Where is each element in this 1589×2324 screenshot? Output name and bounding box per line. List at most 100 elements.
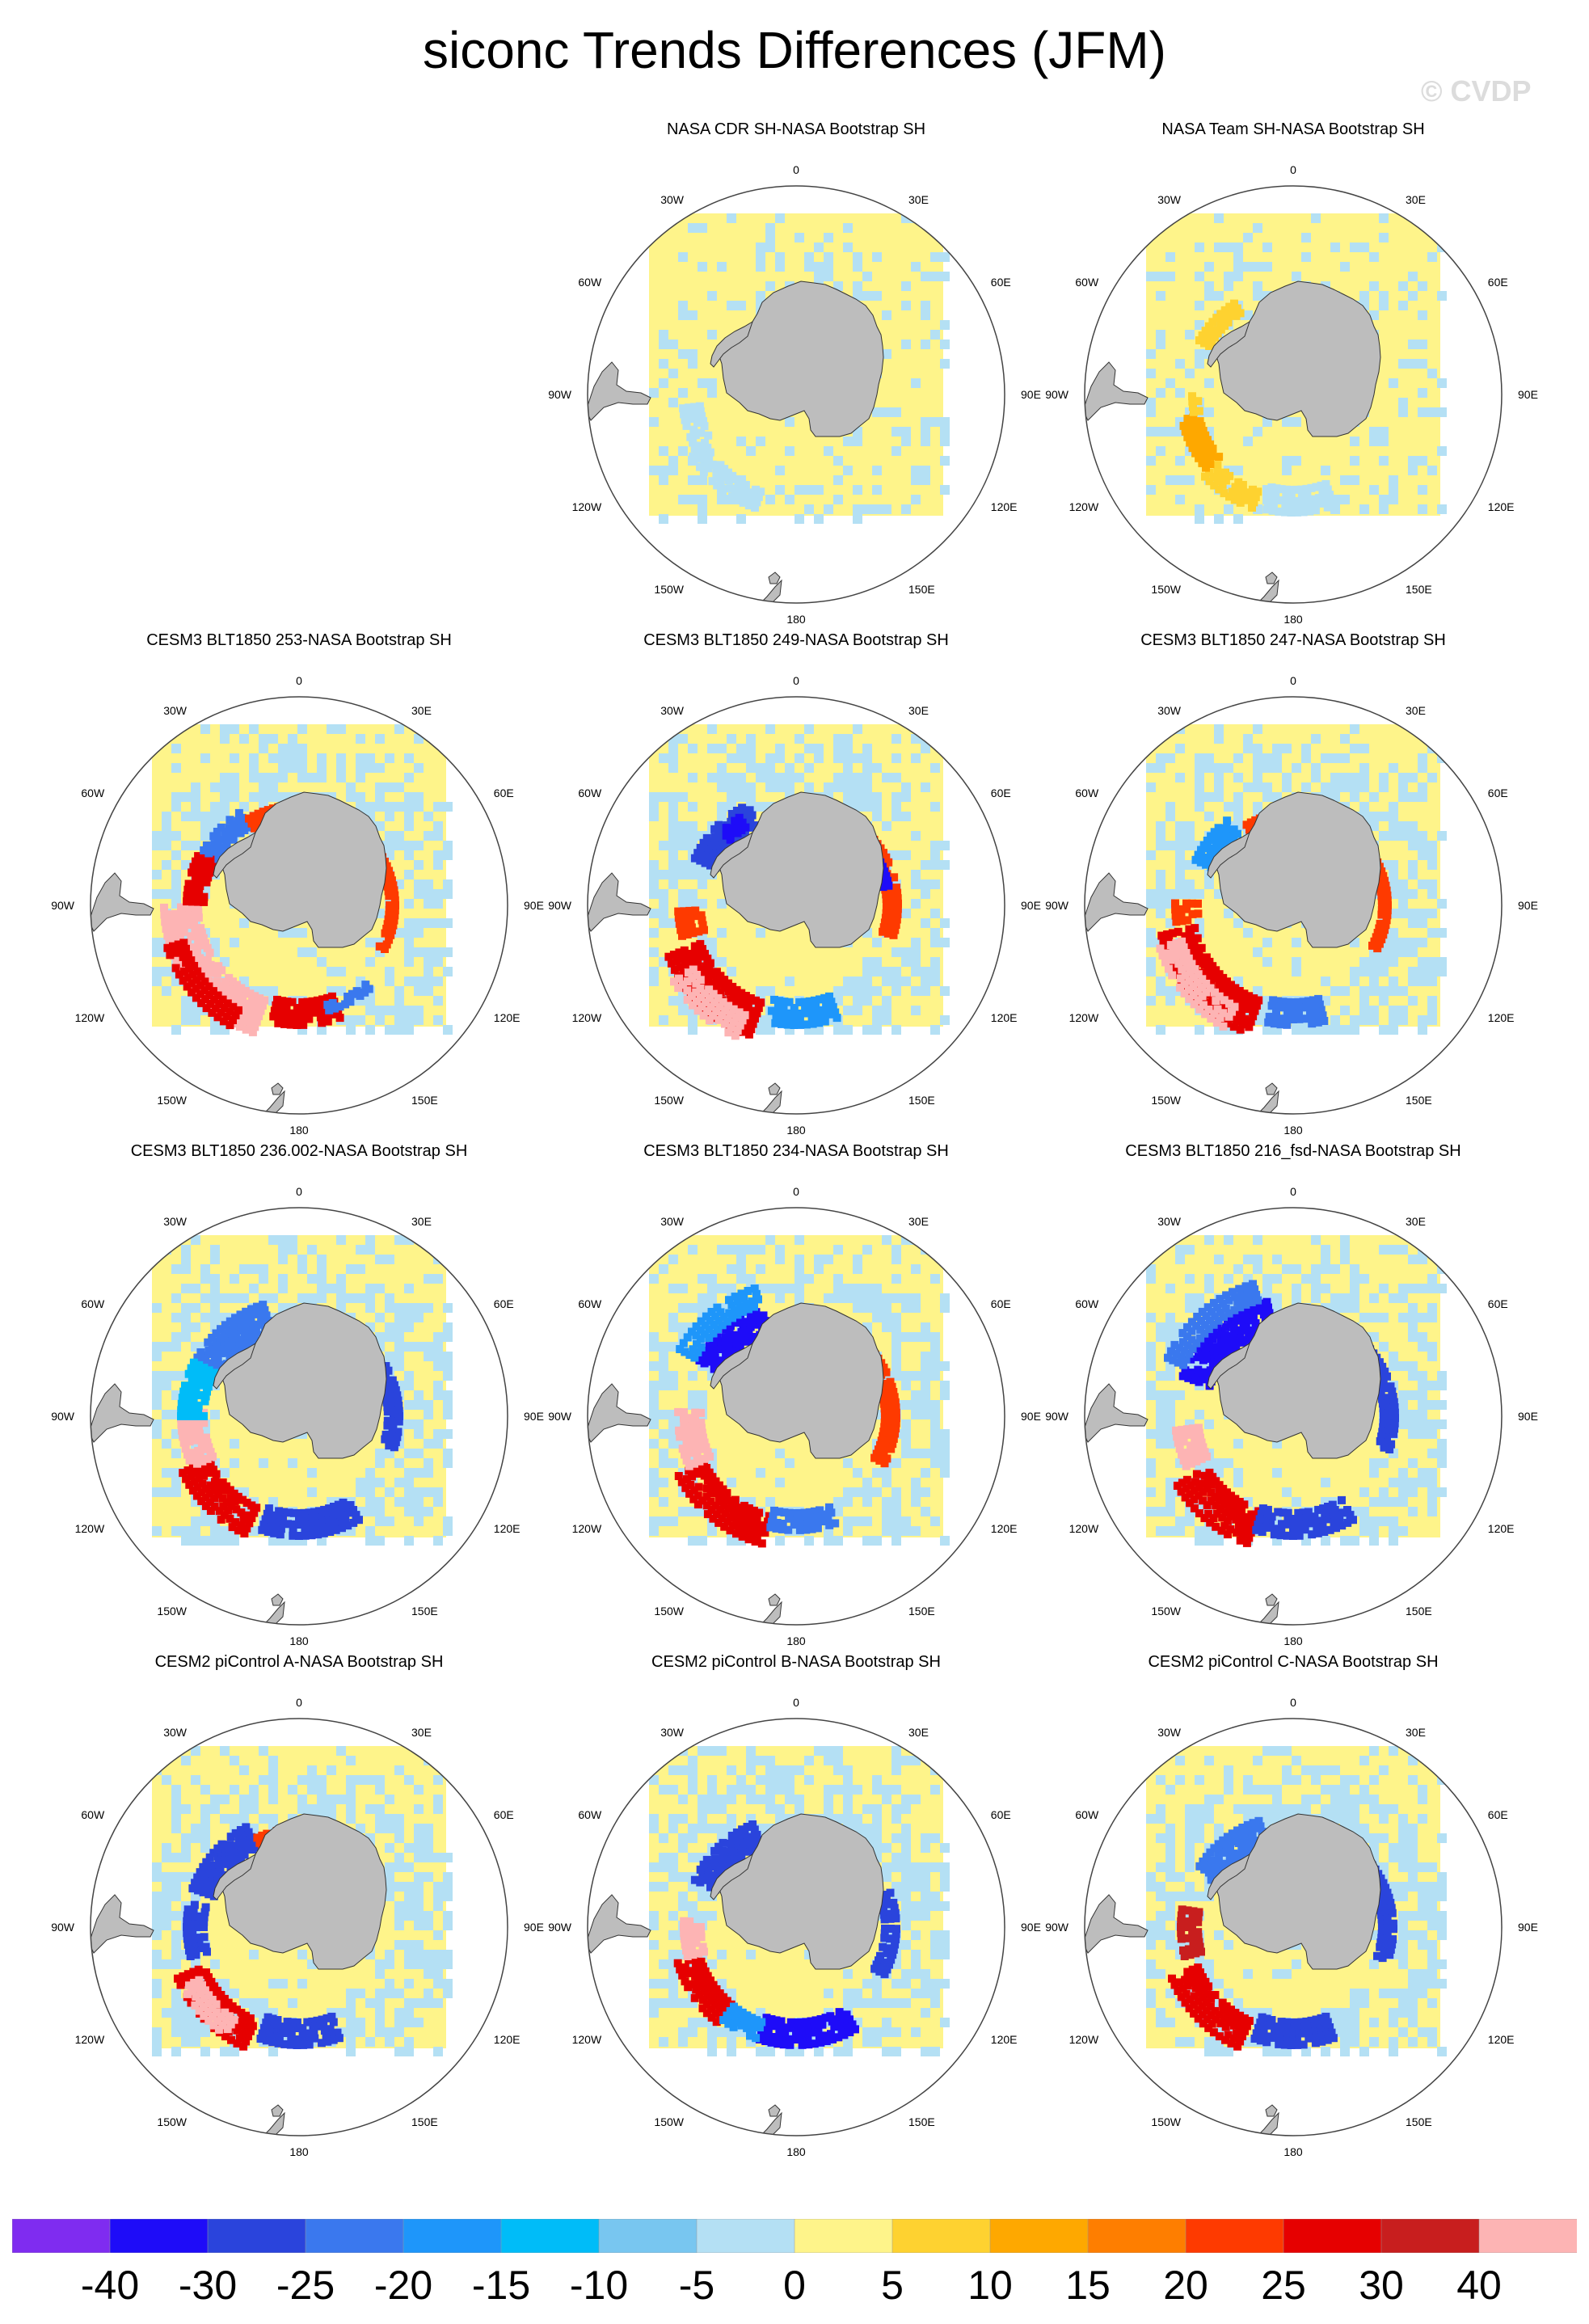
patch-cell bbox=[890, 1393, 899, 1402]
cell bbox=[659, 340, 668, 349]
patch-cell bbox=[200, 1364, 209, 1373]
cell bbox=[1359, 504, 1369, 514]
cell bbox=[862, 1478, 872, 1487]
cell bbox=[775, 744, 785, 753]
cell bbox=[1437, 1458, 1447, 1468]
cell bbox=[1427, 1449, 1437, 1458]
cell bbox=[911, 967, 921, 976]
cell bbox=[930, 967, 940, 976]
patch-cell bbox=[201, 1493, 210, 1502]
cell bbox=[424, 986, 433, 996]
cell bbox=[152, 1400, 162, 1410]
cell bbox=[940, 417, 950, 427]
patch-cell bbox=[254, 1320, 263, 1329]
patch-cell bbox=[783, 1020, 792, 1029]
patch-cell bbox=[726, 835, 735, 844]
cell bbox=[1262, 938, 1272, 947]
patch-cell bbox=[1267, 483, 1276, 491]
cell bbox=[872, 763, 882, 773]
patch-cell bbox=[698, 921, 707, 930]
patch-cell bbox=[700, 1359, 709, 1368]
patch-cell bbox=[1246, 491, 1255, 500]
patch-cell bbox=[331, 1004, 339, 1013]
cell bbox=[433, 947, 443, 957]
longitude-label: 120E bbox=[494, 1522, 521, 1535]
cell bbox=[940, 841, 950, 850]
patch-cell bbox=[754, 1003, 763, 1012]
patch-cell bbox=[1207, 1488, 1216, 1497]
cell bbox=[678, 252, 688, 262]
cell bbox=[1369, 485, 1379, 495]
cell bbox=[930, 1352, 940, 1361]
patch-cell bbox=[255, 1308, 263, 1317]
patch-cell bbox=[1292, 485, 1301, 494]
patch-cell bbox=[685, 912, 694, 921]
patch-cell bbox=[171, 964, 180, 972]
patch-cell bbox=[812, 1518, 821, 1527]
cell bbox=[872, 1303, 882, 1313]
cell bbox=[336, 1303, 346, 1313]
patch-cell bbox=[882, 1368, 891, 1377]
patch-cell bbox=[213, 969, 221, 978]
cell bbox=[1369, 1293, 1379, 1303]
patch-cell bbox=[1232, 1515, 1241, 1524]
patch-cell bbox=[1214, 1354, 1223, 1362]
patch-cell bbox=[689, 452, 698, 461]
cell bbox=[365, 1235, 375, 1245]
cell bbox=[833, 1274, 843, 1284]
patch-cell bbox=[1383, 911, 1392, 920]
patch-cell bbox=[242, 1320, 251, 1329]
patch-cell bbox=[801, 1009, 810, 1018]
cell bbox=[375, 1006, 385, 1015]
cell bbox=[785, 495, 794, 504]
patch-cell bbox=[184, 1432, 193, 1440]
cell bbox=[668, 744, 678, 753]
patch-cell bbox=[188, 1464, 197, 1472]
cell bbox=[1292, 456, 1301, 466]
cell bbox=[1224, 1458, 1233, 1468]
patch-cell bbox=[725, 1330, 734, 1339]
patch-cell bbox=[755, 1508, 764, 1517]
patch-cell bbox=[1207, 452, 1216, 461]
patch-cell bbox=[744, 1012, 753, 1021]
patch-cell bbox=[706, 1350, 714, 1358]
patch-cell bbox=[1382, 916, 1391, 925]
cell bbox=[404, 1284, 414, 1293]
cell bbox=[162, 986, 171, 996]
cell bbox=[1156, 1322, 1165, 1332]
panel-title: NASA Team SH-NASA Bootstrap SH bbox=[1161, 120, 1425, 138]
cell bbox=[921, 967, 930, 976]
cell bbox=[804, 485, 814, 495]
cell bbox=[375, 1313, 385, 1322]
patch-cell bbox=[685, 1449, 694, 1457]
patch-cell bbox=[1199, 968, 1208, 977]
patch-cell bbox=[696, 1326, 705, 1335]
cell bbox=[727, 1264, 736, 1274]
patch-cell bbox=[231, 1314, 239, 1322]
patch-cell bbox=[805, 1508, 814, 1516]
patch-cell bbox=[198, 1457, 207, 1466]
patch-cell bbox=[194, 1412, 202, 1420]
cell bbox=[210, 938, 220, 947]
cell bbox=[872, 252, 882, 262]
patch-cell bbox=[1194, 970, 1203, 979]
patch-cell bbox=[198, 1356, 207, 1364]
cell bbox=[1398, 398, 1408, 407]
cell bbox=[220, 802, 230, 812]
australia-fragment-land bbox=[1265, 572, 1278, 584]
cell bbox=[210, 1536, 220, 1546]
patch-cell bbox=[197, 1440, 206, 1449]
patch-cell bbox=[188, 979, 196, 988]
cell bbox=[414, 841, 424, 850]
patch-cell bbox=[1229, 1023, 1238, 1031]
patch-cell bbox=[229, 835, 238, 844]
patch-cell bbox=[883, 1438, 891, 1447]
cell bbox=[1369, 437, 1379, 446]
patch-cell bbox=[752, 1308, 761, 1317]
patch-cell bbox=[894, 899, 902, 908]
longitude-label: 60W bbox=[81, 1297, 105, 1310]
cell bbox=[404, 1419, 414, 1429]
cell bbox=[940, 1468, 950, 1478]
patch-cell bbox=[741, 823, 750, 832]
patch-cell bbox=[720, 983, 729, 992]
